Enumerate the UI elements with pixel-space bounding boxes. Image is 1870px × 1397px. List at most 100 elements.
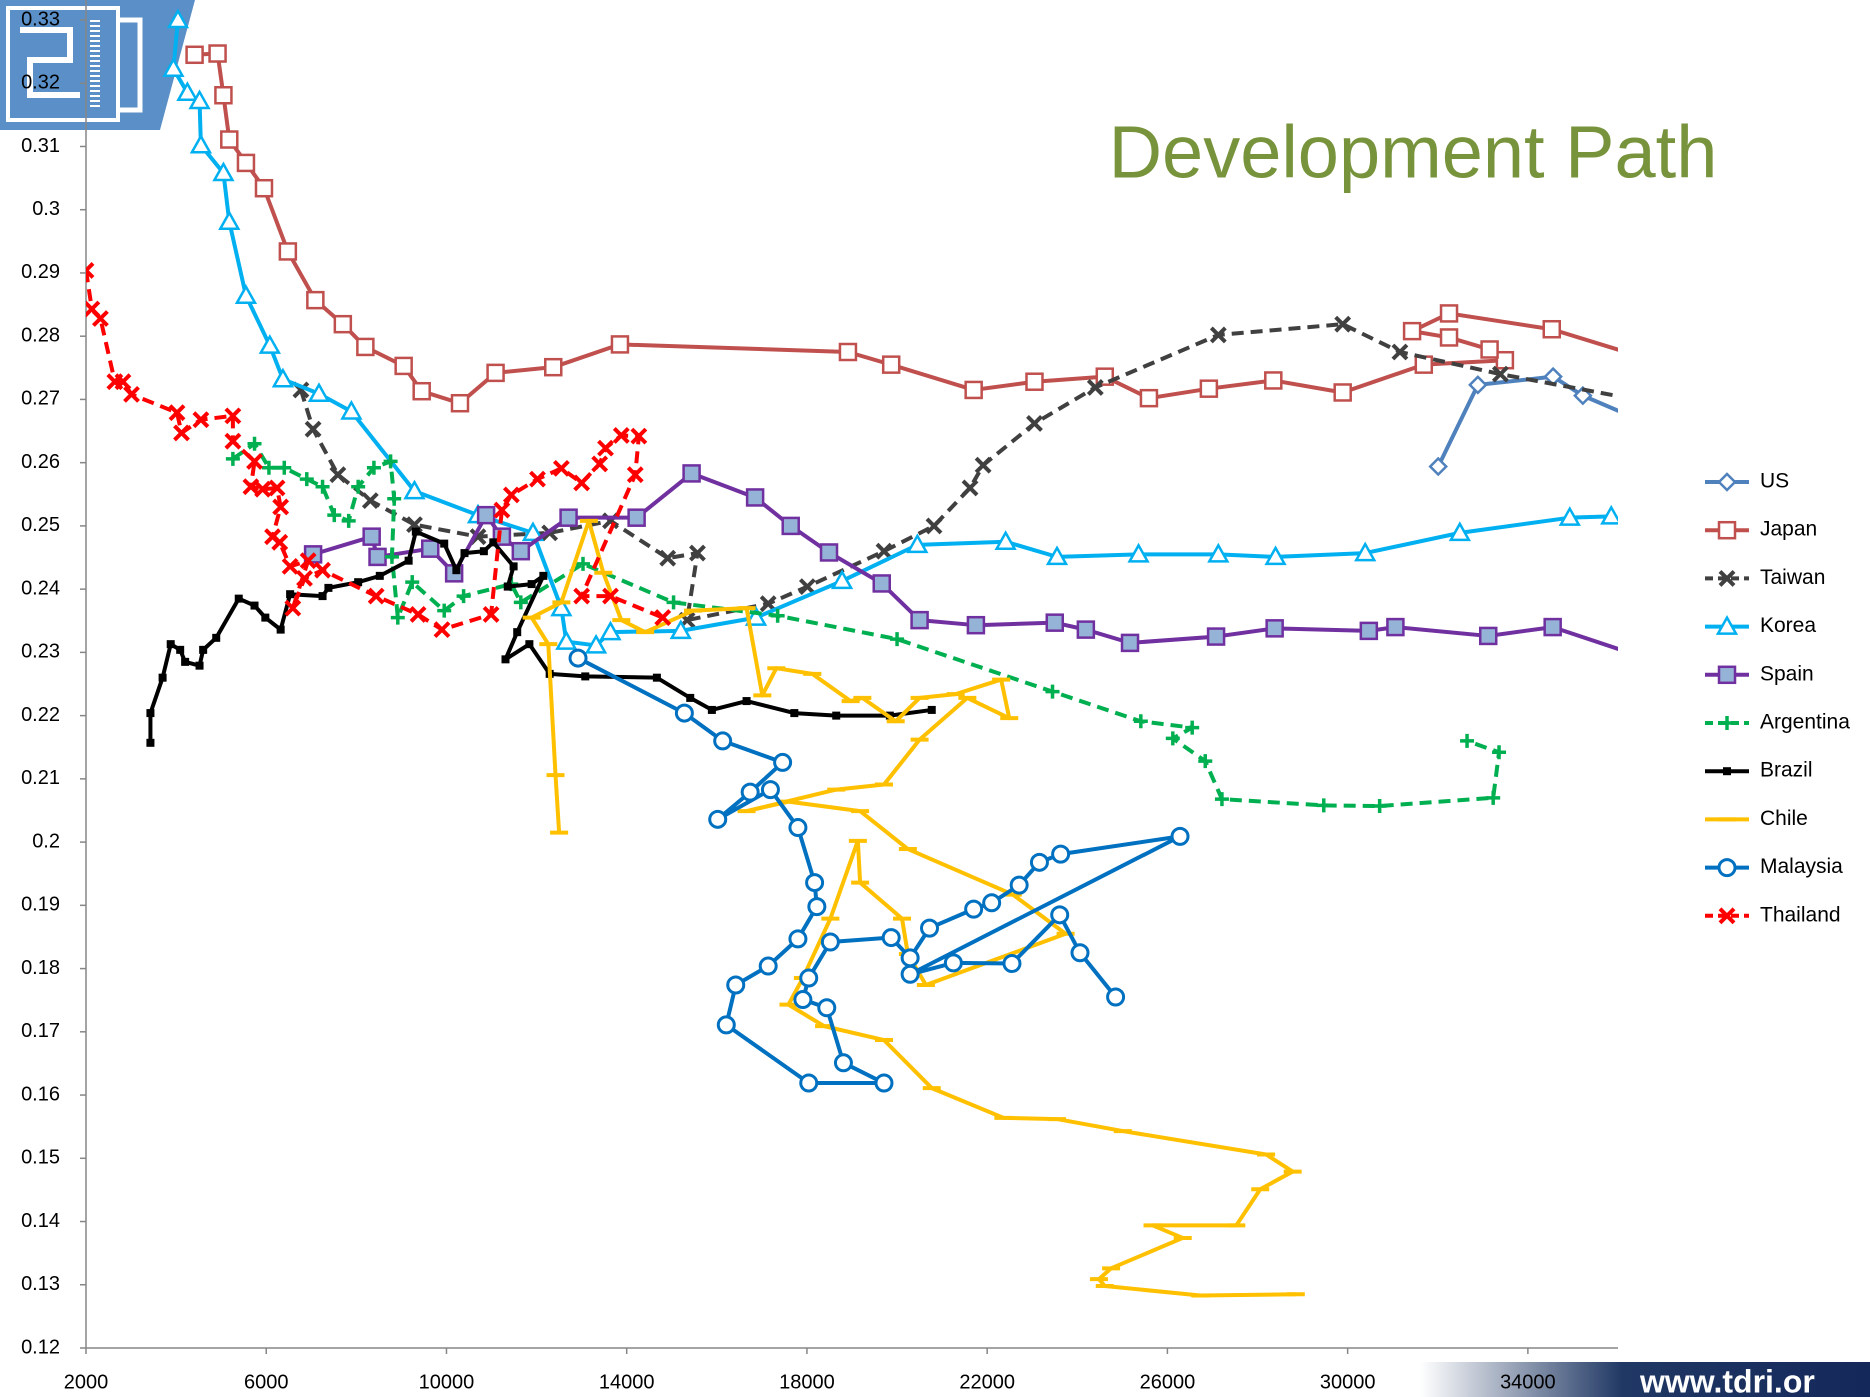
marker (1316, 798, 1331, 813)
marker (654, 609, 672, 627)
marker (612, 427, 630, 444)
y-tick-label: 0.3 (32, 198, 60, 220)
marker (456, 589, 471, 604)
legend-label: Japan (1760, 518, 1817, 541)
series-line (299, 322, 1618, 623)
marker (404, 556, 413, 565)
marker (1026, 415, 1043, 432)
y-tick-label: 0.12 (21, 1336, 60, 1358)
marker (833, 1053, 853, 1073)
marker (1558, 506, 1581, 526)
marker (964, 899, 984, 919)
marker (1628, 347, 1644, 363)
marker (367, 587, 385, 605)
marker (86, 262, 95, 279)
marker (482, 606, 500, 623)
marker (1045, 684, 1060, 699)
marker (460, 549, 469, 558)
marker (1478, 626, 1498, 646)
legend-label: Brazil (1760, 759, 1813, 782)
legend: US Japan Taiwan Korea Spain Argentina Brazil Ch… (1705, 470, 1850, 926)
marker (925, 517, 943, 535)
marker (1391, 343, 1409, 361)
legend-label: Argentina (1760, 711, 1850, 734)
marker (1207, 542, 1230, 563)
marker (1543, 617, 1562, 637)
marker (199, 645, 208, 654)
marker (674, 703, 694, 723)
marker (1495, 350, 1515, 370)
marker (744, 606, 768, 626)
y-tick-label: 0.17 (21, 1020, 60, 1042)
marker (271, 533, 289, 551)
marker (760, 780, 780, 800)
marker (1448, 521, 1471, 542)
marker (1264, 545, 1287, 566)
marker (479, 547, 488, 556)
marker (225, 451, 240, 466)
marker (555, 630, 578, 650)
marker (1491, 365, 1509, 383)
marker (874, 1073, 894, 1093)
marker (1715, 615, 1739, 635)
marker (214, 86, 233, 105)
marker (420, 539, 440, 558)
marker (1139, 388, 1159, 408)
marker (1170, 826, 1190, 846)
marker (1386, 617, 1405, 637)
marker (525, 640, 534, 649)
marker (773, 752, 793, 772)
marker (258, 334, 281, 354)
marker (278, 242, 298, 261)
marker (307, 382, 331, 402)
marker (1600, 504, 1618, 525)
marker (819, 543, 839, 562)
marker (315, 479, 330, 494)
series-line (231, 441, 1502, 809)
marker (1542, 319, 1562, 339)
marker (409, 606, 427, 623)
marker (682, 464, 701, 483)
marker (493, 501, 511, 519)
marker (306, 290, 325, 310)
marker (333, 314, 353, 334)
y-tick-label: 0.13 (21, 1273, 60, 1295)
marker (964, 380, 983, 400)
marker (366, 460, 381, 475)
series-line (194, 51, 1618, 406)
marker (440, 539, 449, 548)
marker (220, 130, 239, 149)
x-tick-label: 6000 (244, 1371, 289, 1393)
y-tick-label: 0.18 (21, 957, 60, 979)
marker (286, 590, 295, 599)
marker (341, 513, 356, 528)
marker (573, 474, 591, 492)
marker (304, 420, 322, 438)
series-line (1436, 374, 1618, 468)
marker (626, 466, 644, 484)
marker (1486, 790, 1501, 805)
marker (246, 452, 263, 470)
marker (450, 393, 470, 413)
marker (212, 161, 235, 182)
marker (433, 621, 451, 639)
marker (254, 178, 274, 198)
marker (284, 599, 302, 617)
marker (559, 508, 578, 527)
marker (745, 488, 765, 507)
marker (218, 210, 241, 230)
marker (1720, 716, 1734, 730)
marker (327, 508, 342, 523)
marker (544, 357, 563, 377)
marker (1265, 619, 1284, 638)
marker (1120, 633, 1140, 653)
marker (403, 479, 426, 500)
marker (277, 460, 292, 475)
marker (489, 538, 498, 547)
marker (511, 541, 531, 561)
marker (550, 596, 573, 617)
marker (529, 470, 546, 488)
marker (351, 479, 366, 494)
marker (1439, 304, 1459, 323)
marker (581, 672, 590, 681)
